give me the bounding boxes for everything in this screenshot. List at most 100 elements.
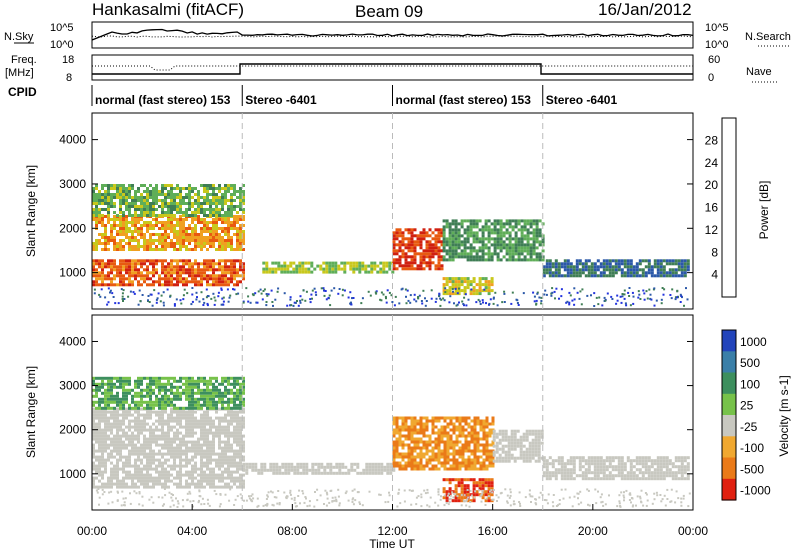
- range-cell: [113, 385, 116, 389]
- range-cell: [194, 452, 197, 456]
- range-cell-speckle: [444, 287, 447, 290]
- range-cell: [128, 214, 131, 217]
- range-cell: [221, 470, 224, 474]
- range-cell: [448, 286, 452, 290]
- range-cell: [197, 397, 200, 401]
- range-cell: [541, 249, 545, 253]
- range-cell: [242, 397, 245, 401]
- range-cell: [431, 431, 435, 435]
- range-cell: [176, 388, 179, 392]
- range-cell: [143, 479, 146, 483]
- range-cell: [227, 419, 230, 423]
- range-cell: [485, 449, 489, 453]
- range-cell: [134, 458, 137, 462]
- range-cell: [149, 227, 152, 230]
- range-cell: [686, 259, 690, 263]
- range-cell: [611, 274, 615, 278]
- range-cell: [460, 243, 464, 247]
- range-cell: [149, 461, 152, 465]
- range-cell: [446, 452, 450, 456]
- range-cell: [407, 267, 411, 271]
- range-cell-speckle: [299, 301, 302, 304]
- range-cell: [155, 479, 158, 483]
- range-cell-speckle: [551, 291, 554, 294]
- range-cell: [233, 461, 236, 465]
- range-cell: [125, 283, 128, 287]
- range-cell: [388, 264, 392, 268]
- range-cell: [314, 468, 318, 472]
- range-cell: [431, 231, 435, 235]
- range-cell: [194, 236, 197, 239]
- range-cell: [173, 379, 176, 383]
- range-cell: [194, 224, 197, 227]
- range-cell: [484, 289, 488, 293]
- range-cell: [352, 261, 356, 265]
- range-cell: [475, 249, 479, 253]
- range-cell: [221, 277, 224, 281]
- range-cell: [143, 464, 146, 468]
- range-cell: [473, 434, 477, 438]
- range-cell: [146, 461, 149, 465]
- range-cell: [242, 268, 245, 272]
- range-cell: [167, 425, 170, 429]
- range-cell: [227, 187, 230, 190]
- range-cell: [179, 476, 182, 480]
- range-cell: [143, 274, 146, 278]
- range-cell: [230, 400, 233, 404]
- range-cell: [113, 196, 116, 199]
- range-cell: [495, 441, 499, 445]
- range-cell: [451, 246, 455, 250]
- range-cell: [152, 208, 155, 211]
- range-cell: [245, 462, 249, 466]
- range-cell: [428, 228, 432, 232]
- range-cell: [407, 231, 411, 235]
- range-cell: [499, 243, 503, 247]
- range-cell: [437, 416, 441, 420]
- range-cell: [125, 455, 128, 459]
- range-cell: [221, 236, 224, 239]
- range-cell: [434, 443, 438, 447]
- range-cell: [209, 187, 212, 190]
- range-cell: [104, 485, 107, 489]
- range-cell: [428, 437, 432, 441]
- range-cell: [101, 221, 104, 224]
- range-cell: [116, 245, 119, 248]
- range-cell: [431, 458, 435, 462]
- range-cell: [392, 452, 396, 456]
- range-cell-speckle: [669, 294, 672, 296]
- range-cell: [641, 268, 645, 272]
- range-cell: [410, 440, 414, 444]
- range-cell: [167, 218, 170, 221]
- range-cell: [239, 259, 242, 263]
- range-cell: [638, 259, 642, 263]
- range-cell: [107, 208, 110, 211]
- range-cell-speckle: [323, 289, 326, 292]
- range-cell: [155, 434, 158, 438]
- range-cell: [119, 406, 122, 410]
- range-cell: [173, 455, 176, 459]
- range-cell: [221, 473, 224, 477]
- range-cell: [203, 202, 206, 205]
- range-cell-speckle: [576, 291, 579, 294]
- range-cell: [407, 246, 411, 250]
- range-cell-speckle: [384, 295, 387, 298]
- range-cell: [110, 437, 113, 441]
- range-cell: [116, 248, 119, 251]
- range-cell-speckle: [320, 287, 323, 290]
- range-cell: [677, 262, 681, 266]
- range-cell: [470, 452, 474, 456]
- range-cell: [236, 413, 239, 417]
- range-cell: [206, 403, 209, 407]
- range-cell: [650, 265, 654, 269]
- range-cell-speckle: [182, 294, 185, 297]
- range-cell-speckle: [267, 293, 270, 296]
- range-cell: [146, 230, 149, 233]
- range-cell: [440, 243, 444, 247]
- range-cell: [98, 461, 101, 465]
- range-cell: [101, 391, 104, 395]
- range-cell-speckle: [550, 294, 553, 297]
- range-cell: [128, 376, 131, 380]
- range-cell: [179, 274, 182, 278]
- range-cell: [134, 403, 137, 407]
- range-cell: [92, 403, 95, 407]
